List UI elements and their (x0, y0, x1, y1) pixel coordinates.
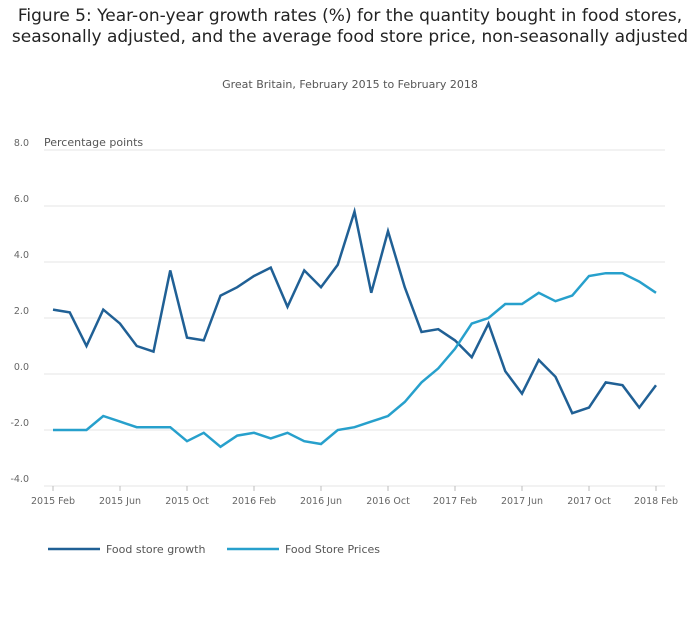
y-ticks: 8.0 6.0 4.0 2.0 0.0 -2.0 -4.0 (10, 138, 29, 485)
y-tick-label: -2.0 (10, 418, 29, 429)
chart-subtitle: Great Britain, February 2015 to February… (222, 78, 478, 91)
x-tick-label: 2017 Jun (501, 496, 543, 507)
x-tick-label: 2015 Oct (165, 496, 209, 507)
series-line-food-store-prices (53, 271, 657, 449)
y-axis-label: Percentage points (44, 136, 144, 149)
legend-item-food-store-growth[interactable]: Food store growth (48, 543, 205, 556)
y-tick-label: 0.0 (14, 362, 29, 373)
x-tick-label: 2016 Feb (232, 496, 276, 507)
x-tick-label: 2017 Feb (433, 496, 477, 507)
legend-item-food-store-prices[interactable]: Food Store Prices (227, 543, 380, 556)
y-tick-label: 8.0 (14, 138, 29, 149)
y-tick-label: 4.0 (14, 250, 29, 261)
chart-title: Figure 5: Year-on-year growth rates (%) … (11, 6, 689, 47)
y-tick-label: 6.0 (14, 194, 29, 205)
y-tick-label: 2.0 (14, 306, 29, 317)
legend-label: Food Store Prices (285, 543, 380, 556)
x-ticks: 2015 Feb 2015 Jun 2015 Oct 2016 Feb 2016 Jun… (31, 486, 678, 507)
grid-layer (44, 149, 665, 487)
x-tick-label: 2016 Oct (366, 496, 410, 507)
legend-label: Food store growth (106, 543, 205, 556)
legend: Food store growth Food Store Prices (48, 543, 380, 556)
series-line-food-store-growth (52, 206, 658, 415)
x-tick-label: 2018 Feb (634, 496, 678, 507)
x-tick-label: 2015 Feb (31, 496, 75, 507)
x-tick-label: 2015 Jun (99, 496, 141, 507)
series-layer (52, 206, 658, 449)
y-tick-label: -4.0 (10, 474, 29, 485)
x-tick-label: 2016 Jun (300, 496, 342, 507)
x-tick-label: 2017 Oct (567, 496, 611, 507)
